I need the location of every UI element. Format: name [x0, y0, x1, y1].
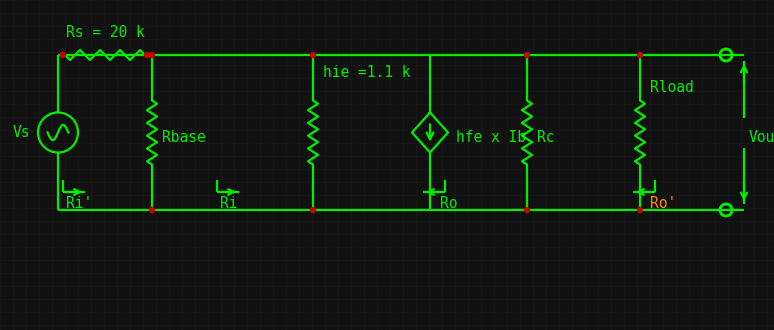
Circle shape	[310, 208, 316, 213]
Text: Vout: Vout	[749, 130, 774, 145]
Text: Rload: Rload	[650, 81, 694, 95]
Circle shape	[60, 52, 66, 57]
Circle shape	[310, 52, 316, 57]
Text: hfe x Ib: hfe x Ib	[456, 130, 526, 145]
Text: hie =1.1 k: hie =1.1 k	[323, 65, 410, 80]
Text: Ri': Ri'	[66, 196, 92, 211]
Circle shape	[638, 208, 642, 213]
Circle shape	[149, 208, 155, 213]
Circle shape	[145, 52, 149, 57]
Circle shape	[525, 52, 529, 57]
Circle shape	[149, 52, 155, 57]
Circle shape	[525, 208, 529, 213]
Text: Vs: Vs	[12, 125, 30, 140]
Circle shape	[638, 52, 642, 57]
Text: Rs = 20 k: Rs = 20 k	[66, 25, 145, 40]
Text: Ri: Ri	[220, 196, 238, 211]
Text: Rc: Rc	[537, 130, 554, 145]
Text: Ro': Ro'	[650, 196, 676, 211]
Text: Rbase: Rbase	[162, 130, 206, 145]
Text: Ro: Ro	[440, 196, 457, 211]
